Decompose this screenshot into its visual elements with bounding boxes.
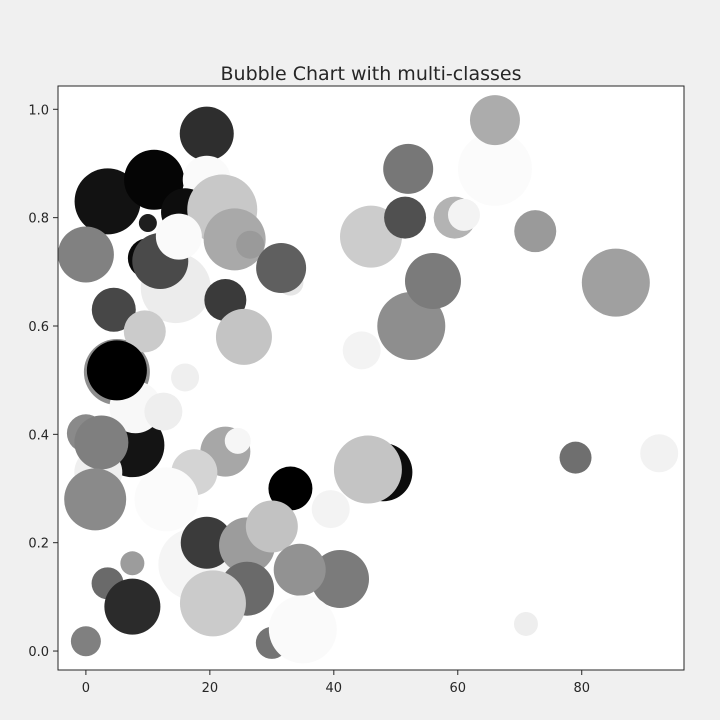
bubble-point (74, 415, 129, 470)
bubble-point (236, 230, 265, 259)
bubble-point (268, 466, 313, 511)
x-tick-label: 0 (82, 681, 90, 696)
bubble-point (224, 427, 251, 454)
bubble-point (86, 340, 147, 401)
bubble-point (311, 549, 370, 608)
y-tick-label: 0.6 (28, 320, 49, 335)
bubble-point (180, 516, 233, 569)
x-tick-label: 20 (202, 681, 219, 696)
y-tick-label: 0.2 (28, 537, 49, 552)
bubble-point (70, 626, 101, 657)
bubble-point (383, 143, 434, 194)
bubble-point (245, 500, 298, 553)
bubble-point (64, 468, 127, 531)
plot-frame (57, 85, 685, 671)
bubble-point (179, 106, 234, 161)
x-tick-label: 60 (449, 681, 466, 696)
bubble-point (447, 198, 480, 231)
bubble-point (58, 226, 114, 283)
bubble-point (91, 287, 136, 332)
bubble-point (256, 243, 307, 294)
bubble-point (138, 214, 157, 233)
bubble-point (559, 441, 592, 474)
bubble-point (311, 490, 350, 529)
y-axis: 0.0 0.2 0.4 0.6 0.8 1.0 (28, 103, 58, 660)
bubble-point (581, 248, 650, 317)
x-tick-label: 80 (573, 681, 590, 696)
bubble-point (640, 434, 679, 473)
bubble-point (134, 467, 199, 532)
bubble-point (514, 210, 557, 253)
bubble-point (120, 551, 145, 576)
x-tick-label: 40 (326, 681, 343, 696)
bubble-point (123, 310, 166, 353)
bubble-point (144, 392, 183, 431)
bubble-point (513, 611, 538, 636)
bubble-point (215, 308, 272, 365)
bubble-point (333, 435, 402, 504)
x-axis: 0 20 40 60 80 (82, 670, 590, 696)
bubble-point (268, 595, 337, 664)
bubble-layer (58, 95, 679, 664)
bubble-point (457, 131, 532, 206)
bubble-point (74, 168, 141, 235)
bubble-point (377, 291, 446, 360)
bubble-point (273, 543, 326, 596)
bubble-point (342, 331, 381, 370)
y-tick-label: 1.0 (28, 103, 49, 118)
bubble-point (104, 578, 161, 635)
y-tick-label: 0.0 (28, 645, 49, 660)
bubble-point (155, 213, 202, 260)
bubble-point (404, 253, 461, 310)
bubble-point (171, 363, 200, 392)
chart-title: Bubble Chart with multi-classes (221, 63, 522, 85)
bubble-point (384, 196, 427, 239)
y-tick-label: 0.8 (28, 212, 49, 227)
bubble-point (179, 570, 246, 637)
y-tick-label: 0.4 (28, 428, 49, 443)
bubble-point (469, 95, 520, 146)
